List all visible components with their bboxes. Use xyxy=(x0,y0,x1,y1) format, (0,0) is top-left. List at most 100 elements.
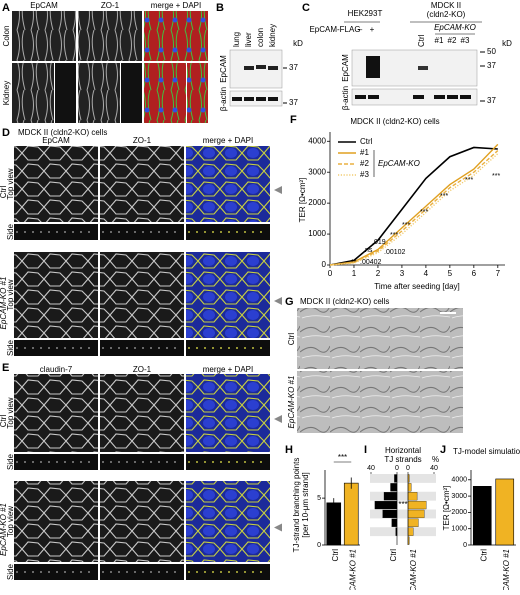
blot-label: β-actin xyxy=(219,87,228,111)
x-tick-label: 6 xyxy=(472,269,477,278)
micrograph xyxy=(100,481,184,562)
y-tick-label: 3000 xyxy=(308,167,326,176)
construct-label: EpCAM-FLAG xyxy=(309,25,360,34)
panel-label: H xyxy=(285,444,293,456)
bar xyxy=(391,518,398,527)
sign: + xyxy=(370,25,375,34)
band xyxy=(256,97,266,101)
annotation: *** xyxy=(338,453,347,462)
annotation: *** xyxy=(390,232,398,239)
column-header: merge + DAPI xyxy=(203,136,253,145)
micrograph xyxy=(12,11,76,61)
stripe xyxy=(370,509,436,519)
annotation: ns xyxy=(365,247,373,254)
stripe xyxy=(370,474,436,483)
micrograph xyxy=(186,252,270,338)
band xyxy=(366,56,380,78)
micrograph xyxy=(14,374,98,452)
pointer xyxy=(274,523,282,532)
micrograph xyxy=(14,481,98,562)
row-label: Ctrl xyxy=(0,186,8,199)
y-tick-label: 0 xyxy=(322,260,327,269)
x-tick-label: 5 xyxy=(448,269,453,278)
micrograph xyxy=(144,11,208,61)
x-tick-label: EpCAM-KO #1 xyxy=(502,549,511,590)
y-tick-label: 4000 xyxy=(451,477,467,484)
view-label: Side xyxy=(6,563,15,580)
micrograph xyxy=(14,146,98,222)
bar xyxy=(407,483,412,492)
micrograph xyxy=(100,146,184,222)
legend-label: Ctrl xyxy=(360,137,373,146)
blot-label: EpCAM xyxy=(341,54,350,82)
line xyxy=(329,153,499,266)
line xyxy=(329,150,499,266)
marker-label: 50 xyxy=(487,47,496,56)
bar xyxy=(407,518,419,527)
panel-label: G xyxy=(285,296,294,308)
column-header: merge + DAPI xyxy=(151,1,201,10)
x-tick-label: 1 xyxy=(352,269,357,278)
y-tick-label: 5 xyxy=(317,495,321,502)
column-header: claudin-7 xyxy=(40,365,73,374)
panel-label: D xyxy=(2,127,10,139)
x-tick-label: Ctrl xyxy=(331,549,340,562)
panel-label: J xyxy=(440,444,446,456)
sign: – xyxy=(358,25,363,34)
lane-label: #1 xyxy=(435,36,444,45)
row-label: Kidney xyxy=(2,81,11,105)
annotation: .00402 xyxy=(360,259,382,266)
lane-label: liver xyxy=(244,32,253,47)
band xyxy=(244,97,254,101)
y-axis-label: TJ-strand branching points xyxy=(292,458,301,553)
marker-label: 37 xyxy=(487,96,496,105)
marker-label: 37 xyxy=(289,63,298,72)
x-tick-label: EpCAM-KO #1 xyxy=(348,549,357,590)
row-label: Ctrl xyxy=(0,415,8,428)
view-label: Top view xyxy=(6,397,15,428)
blot-label: EpCAM xyxy=(219,55,228,83)
row-label: EpCAM-KO #1 xyxy=(0,277,8,330)
chart-title: MDCK II (cldn2-KO) cells xyxy=(350,117,439,126)
band xyxy=(460,95,471,99)
blot-label: β-actin xyxy=(341,86,350,110)
micrograph xyxy=(297,371,463,433)
band xyxy=(418,66,428,70)
view-label: Side xyxy=(6,223,15,240)
pointer xyxy=(274,186,282,194)
panel-title: MDCK II (cldn2-KO) cells xyxy=(18,128,107,137)
bar xyxy=(326,502,342,546)
panel-label: A xyxy=(2,2,10,14)
legend-label: #3 xyxy=(360,170,369,179)
x-tick-label: 40 xyxy=(430,465,438,472)
x-tick-label: 7 xyxy=(496,269,501,278)
chart-title: TJ-model simulation xyxy=(453,447,520,456)
view-label: Side xyxy=(6,453,15,470)
lane-label: Ctrl xyxy=(417,34,426,47)
lane-label: lung xyxy=(232,32,241,47)
y-tick-label: 2000 xyxy=(308,198,326,207)
y-tick-label: 2000 xyxy=(451,509,467,516)
x-tick-label: 40 xyxy=(367,465,375,472)
x-tick-label: 0 xyxy=(406,465,410,472)
band xyxy=(447,95,458,99)
annotation: *** xyxy=(465,177,473,184)
legend-label: #1 xyxy=(360,148,369,157)
panel-label: E xyxy=(2,362,9,374)
column-header: ZO-1 xyxy=(133,136,152,145)
y-tick-label: 1000 xyxy=(308,229,326,238)
cell-line: MDCK II xyxy=(431,1,461,10)
pointer xyxy=(274,415,282,423)
unit-label: kD xyxy=(293,39,303,48)
chart-title: Horizontal xyxy=(385,446,421,455)
x-tick-label: 0 xyxy=(395,465,399,472)
annotation: *** xyxy=(440,193,448,200)
group-label: EpCAM-KO xyxy=(434,23,476,32)
band xyxy=(268,97,278,101)
bar xyxy=(382,509,398,519)
bar xyxy=(472,486,492,546)
x-tick-label: Ctrl xyxy=(479,549,488,562)
micrograph xyxy=(78,63,120,123)
y-axis-label: [per 10-μm strand] xyxy=(301,472,310,538)
band xyxy=(413,95,424,99)
